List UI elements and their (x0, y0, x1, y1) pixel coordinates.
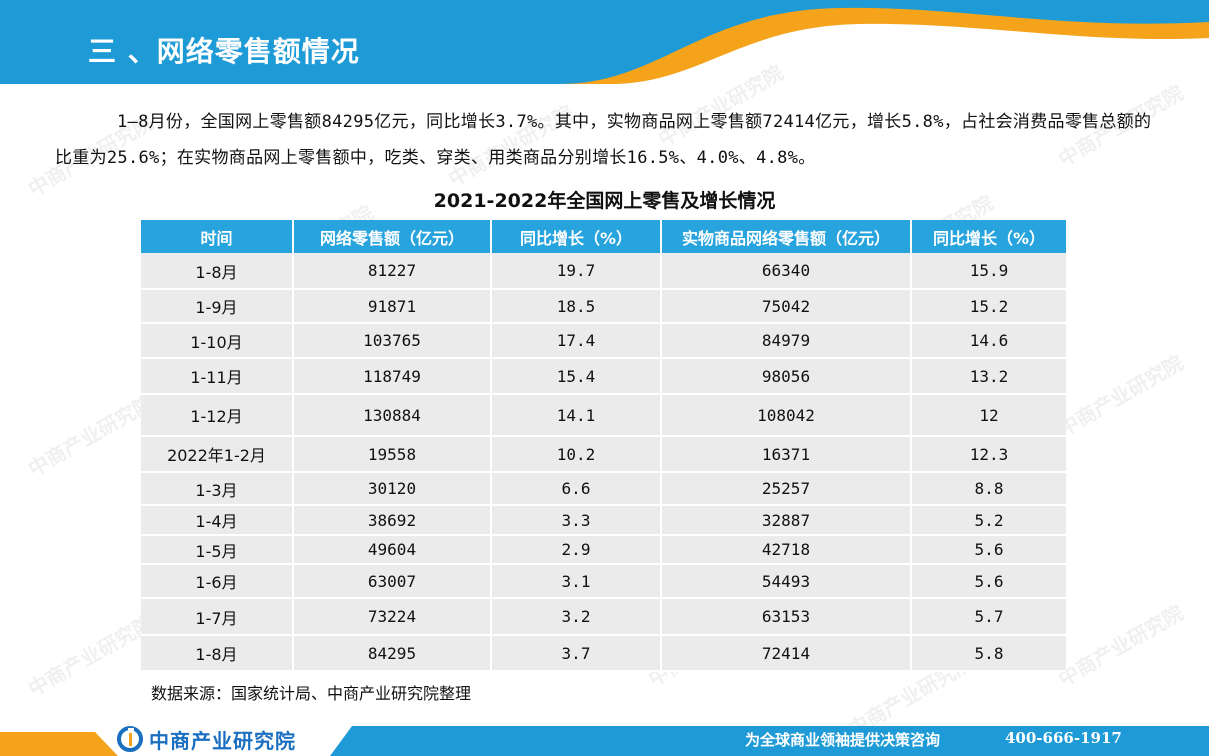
cell-online-growth: 15.4 (491, 358, 662, 395)
cell-online-sales: 81227 (293, 253, 492, 290)
cell-period: 1-7月 (141, 598, 294, 636)
cell-physical-sales: 32887 (661, 505, 912, 536)
cell-online-sales: 38692 (293, 505, 492, 536)
footer-phone: 400-666-1917 (1005, 729, 1122, 747)
table-row: 1-8月 84295 3.7 72414 5.8 (141, 635, 1066, 672)
cell-online-sales: 130884 (293, 394, 492, 437)
cell-physical-sales: 72414 (661, 635, 912, 672)
footer-logo-text: 中商产业研究院 (149, 728, 296, 753)
watermark: 中商产业研究院 (1054, 350, 1188, 442)
cell-physical-growth: 5.6 (911, 535, 1066, 565)
header-cell-period: 时间 (141, 220, 294, 253)
table-row: 1-11月 118749 15.4 98056 13.2 (141, 358, 1066, 395)
cell-physical-sales: 25257 (661, 472, 912, 506)
source-note: 数据来源：国家统计局、中商产业研究院整理 (151, 684, 472, 703)
cell-online-sales: 84295 (293, 635, 492, 672)
cell-period: 1-8月 (141, 253, 294, 290)
cell-online-growth: 3.7 (491, 635, 662, 672)
cell-physical-sales: 63153 (661, 598, 912, 636)
cell-physical-sales: 66340 (661, 253, 912, 290)
cell-online-growth: 17.4 (491, 323, 662, 359)
cell-online-growth: 6.6 (491, 472, 662, 506)
cell-period: 1-10月 (141, 323, 294, 359)
cell-physical-growth: 15.2 (911, 289, 1066, 324)
cell-physical-growth: 5.7 (911, 598, 1066, 636)
cell-physical-growth: 12.3 (911, 436, 1066, 473)
cell-period: 1-3月 (141, 472, 294, 506)
watermark: 中商产业研究院 (1054, 600, 1188, 692)
cell-online-sales: 103765 (293, 323, 492, 359)
table-row: 1-8月 81227 19.7 66340 15.9 (141, 253, 1066, 290)
cell-physical-growth: 13.2 (911, 358, 1066, 395)
cell-online-growth: 3.3 (491, 505, 662, 536)
table-row: 1-5月 49604 2.9 42718 5.6 (141, 535, 1066, 565)
header-cell-physical-sales: 实物商品网络零售额（亿元） (661, 220, 912, 253)
cell-period: 1-4月 (141, 505, 294, 536)
header-cell-physical-growth: 同比增长（%） (911, 220, 1066, 253)
cell-online-sales: 30120 (293, 472, 492, 506)
cell-physical-sales: 54493 (661, 564, 912, 599)
table-row: 1-7月 73224 3.2 63153 5.7 (141, 598, 1066, 636)
cell-physical-growth: 8.8 (911, 472, 1066, 506)
cell-online-sales: 73224 (293, 598, 492, 636)
table-row: 2022年1-2月 19558 10.2 16371 12.3 (141, 436, 1066, 473)
cell-period: 2022年1-2月 (141, 436, 294, 473)
header-cell-online-sales: 网络零售额（亿元） (293, 220, 492, 253)
table-row: 1-6月 63007 3.1 54493 5.6 (141, 564, 1066, 599)
cell-online-growth: 3.2 (491, 598, 662, 636)
watermark: 中商产业研究院 (24, 390, 158, 482)
summary-paragraph: 1—8月份，全国网上零售额84295亿元，同比增长3.7%。其中，实物商品网上零… (55, 112, 1152, 168)
cell-physical-sales: 75042 (661, 289, 912, 324)
footer-slogan: 为全球商业领袖提供决策咨询 (745, 731, 941, 749)
cell-physical-sales: 98056 (661, 358, 912, 395)
cell-online-sales: 91871 (293, 289, 492, 324)
cell-online-sales: 118749 (293, 358, 492, 395)
table-header-row: 时间 网络零售额（亿元） 同比增长（%） 实物商品网络零售额（亿元） 同比增长（… (141, 220, 1066, 253)
cell-physical-growth: 5.8 (911, 635, 1066, 672)
retail-table: 时间 网络零售额（亿元） 同比增长（%） 实物商品网络零售额（亿元） 同比增长（… (141, 220, 1066, 672)
cell-online-sales: 19558 (293, 436, 492, 473)
cell-period: 1-5月 (141, 535, 294, 565)
table-row: 1-12月 130884 14.1 108042 12 (141, 394, 1066, 437)
cell-period: 1-11月 (141, 358, 294, 395)
cell-physical-growth: 14.6 (911, 323, 1066, 359)
table-title-text: 2021-2022年全国网上零售及增长情况 (433, 190, 776, 212)
header-cell-online-growth: 同比增长（%） (491, 220, 662, 253)
cell-physical-growth: 5.2 (911, 505, 1066, 536)
cell-physical-sales: 108042 (661, 394, 912, 437)
cell-physical-sales: 42718 (661, 535, 912, 565)
footer-logo: 中商产业研究院 (117, 725, 296, 753)
cell-online-sales: 63007 (293, 564, 492, 599)
cell-period: 1-8月 (141, 635, 294, 672)
cell-online-growth: 3.1 (491, 564, 662, 599)
watermark: 中商产业研究院 (24, 610, 158, 702)
cell-physical-growth: 15.9 (911, 253, 1066, 290)
table-row: 1-10月 103765 17.4 84979 14.6 (141, 323, 1066, 359)
footer-band (0, 726, 1209, 756)
cell-online-sales: 49604 (293, 535, 492, 565)
cell-physical-growth: 5.6 (911, 564, 1066, 599)
cell-online-growth: 19.7 (491, 253, 662, 290)
table-row: 1-4月 38692 3.3 32887 5.2 (141, 505, 1066, 536)
cell-online-growth: 18.5 (491, 289, 662, 324)
cell-online-growth: 2.9 (491, 535, 662, 565)
table-row: 1-9月 91871 18.5 75042 15.2 (141, 289, 1066, 324)
cell-physical-growth: 12 (911, 394, 1066, 437)
company-logo-icon (117, 726, 143, 752)
cell-period: 1-6月 (141, 564, 294, 599)
cell-physical-sales: 16371 (661, 436, 912, 473)
cell-online-growth: 14.1 (491, 394, 662, 437)
cell-physical-sales: 84979 (661, 323, 912, 359)
header-band (0, 0, 1209, 84)
table-row: 1-3月 30120 6.6 25257 8.8 (141, 472, 1066, 506)
cell-period: 1-9月 (141, 289, 294, 324)
cell-period: 1-12月 (141, 394, 294, 437)
cell-online-growth: 10.2 (491, 436, 662, 473)
page-title: 三 、网络零售额情况 (88, 35, 360, 68)
table-title: 2021-2022年全国网上零售及增长情况 (0, 186, 1209, 213)
